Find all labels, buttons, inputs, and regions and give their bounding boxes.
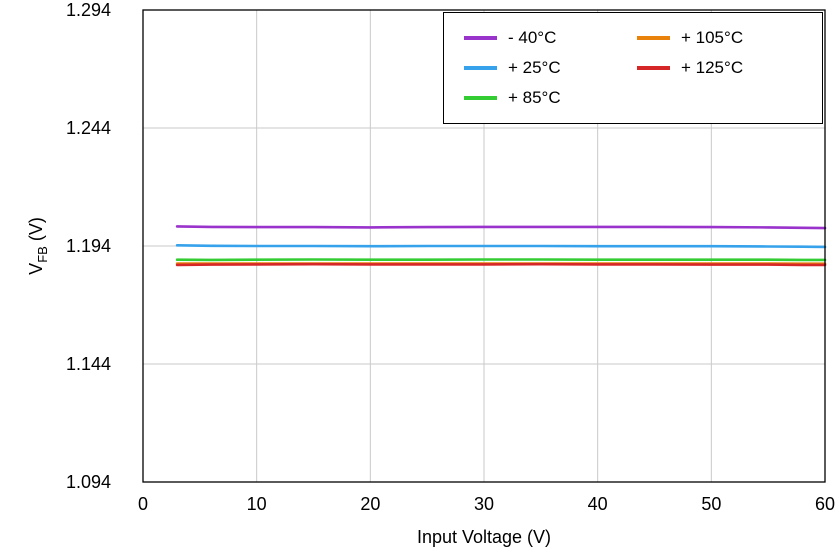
series-line-4 xyxy=(175,262,827,267)
x-tick-label: 10 xyxy=(247,494,267,514)
legend-item: + 125°C xyxy=(637,58,810,78)
legend-item: + 85°C xyxy=(464,88,637,108)
x-tick-label: 30 xyxy=(474,494,494,514)
legend-swatch-line xyxy=(637,36,670,40)
legend-label: + 85°C xyxy=(508,88,561,107)
legend-label: + 105°C xyxy=(681,28,744,47)
y-tick-label: 1.094 xyxy=(66,472,111,492)
x-tick-label: 50 xyxy=(701,494,721,514)
x-tick-label: 60 xyxy=(815,494,835,514)
legend: - 40°C + 25°C + 85°C + 105°C + 125°C xyxy=(443,12,823,124)
y-axis-label-sub: FB xyxy=(34,246,50,263)
series-line-1 xyxy=(175,244,827,249)
y-tick-label: 1.294 xyxy=(66,0,111,20)
legend-swatch-line xyxy=(464,36,497,40)
y-tick-label: 1.144 xyxy=(66,354,111,374)
y-tick-label: 1.194 xyxy=(66,236,111,256)
y-axis-label-main: V xyxy=(26,262,47,275)
legend-swatch-line xyxy=(637,66,670,70)
legend-label: + 25°C xyxy=(508,58,561,77)
y-tick-label: 1.244 xyxy=(66,118,111,138)
x-tick-label: 20 xyxy=(360,494,380,514)
x-tick-label: 0 xyxy=(138,494,148,514)
legend-swatch-line xyxy=(464,66,497,70)
x-axis-label: Input Voltage (V) xyxy=(416,527,552,547)
series-line-0 xyxy=(175,225,827,230)
plot-border xyxy=(142,9,826,483)
y-axis-label-unit: (V) xyxy=(26,217,47,247)
x-tick-label: 40 xyxy=(588,494,608,514)
legend-item: - 40°C xyxy=(464,28,637,48)
y-axis-label: VFB (V) xyxy=(26,217,50,275)
legend-item: + 25°C xyxy=(464,58,637,78)
legend-item: + 105°C xyxy=(637,28,810,48)
legend-swatch-line xyxy=(464,96,497,100)
legend-label: + 125°C xyxy=(681,58,744,77)
legend-label: - 40°C xyxy=(508,28,557,47)
